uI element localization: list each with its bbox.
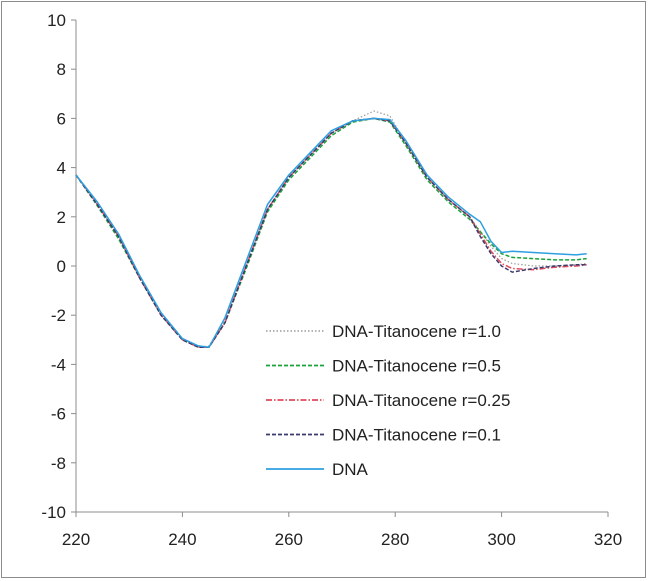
legend-label-1: DNA-Titanocene r=1.0 bbox=[332, 322, 501, 341]
y-tick-label: 6 bbox=[57, 109, 66, 128]
y-tick-label: -10 bbox=[41, 503, 66, 522]
legend-label-4: DNA-Titanocene r=0.1 bbox=[332, 426, 501, 445]
x-tick-label: 240 bbox=[168, 530, 196, 549]
series-line-5 bbox=[75, 117, 587, 348]
x-tick-label: 300 bbox=[487, 530, 515, 549]
x-tick-label: 220 bbox=[62, 530, 90, 549]
legend-label-2: DNA-Titanocene r=0.5 bbox=[332, 357, 501, 376]
legend-label-3: DNA-Titanocene r=0.25 bbox=[332, 391, 510, 410]
y-tick-label: 10 bbox=[47, 11, 66, 30]
y-tick-label: -2 bbox=[51, 306, 66, 325]
y-tick-label: 4 bbox=[57, 159, 66, 178]
series-line-1 bbox=[75, 110, 587, 348]
y-tick-label: 0 bbox=[57, 257, 66, 276]
series-line-4 bbox=[75, 117, 587, 348]
series-line-2 bbox=[75, 117, 587, 348]
y-tick-label: -6 bbox=[51, 405, 66, 424]
y-tick-label: -8 bbox=[51, 454, 66, 473]
y-tick-label: 8 bbox=[57, 60, 66, 79]
x-tick-label: 280 bbox=[381, 530, 409, 549]
series-line-3 bbox=[75, 117, 587, 348]
y-tick-label: -4 bbox=[51, 355, 66, 374]
y-tick-label: 2 bbox=[57, 208, 66, 227]
legend-label-5: DNA bbox=[332, 460, 369, 479]
x-tick-label: 320 bbox=[594, 530, 622, 549]
x-tick-label: 260 bbox=[275, 530, 303, 549]
